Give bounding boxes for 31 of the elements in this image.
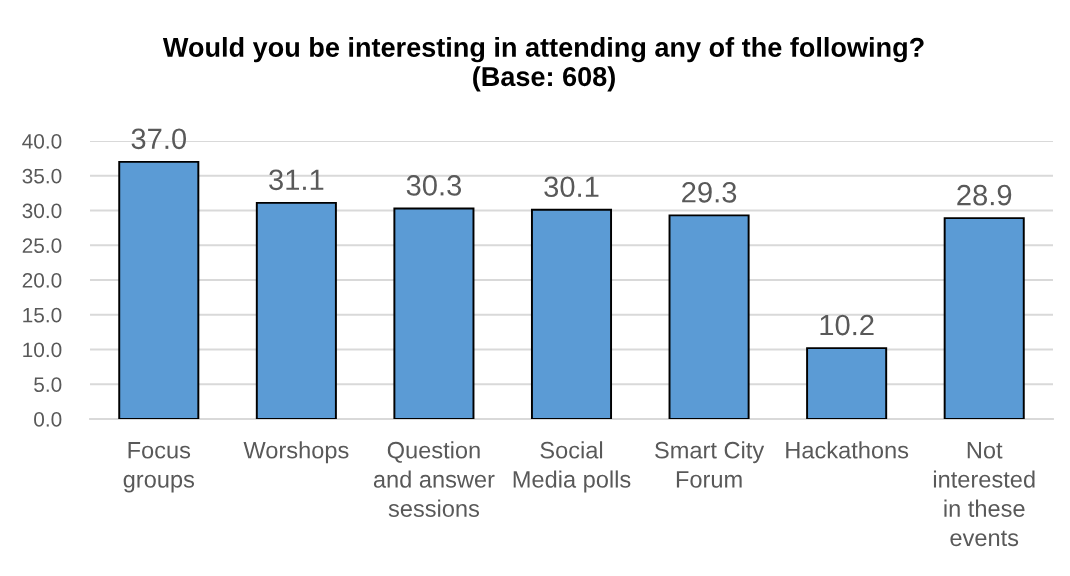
y-tick-label: 0.0 <box>34 412 62 427</box>
data-label: 31.1 <box>269 169 324 191</box>
data-label: 29.3 <box>682 182 737 203</box>
bar <box>393 207 475 419</box>
x-tick-label: Worshops <box>243 441 349 464</box>
bar <box>943 217 1025 419</box>
x-tick-label: Smart City Forum <box>655 441 765 488</box>
chart-title: Would you be interesting in attending any of the following? (Base: 608) <box>162 37 924 92</box>
y-tick-label: 35.0 <box>22 168 62 184</box>
data-label: 28.9 <box>957 184 1012 206</box>
y-tick-label: 15.0 <box>23 307 62 323</box>
x-tick-label: Focus groups <box>123 442 195 493</box>
y-tick-label: 5.0 <box>34 377 62 392</box>
x-tick-label: Social Media polls <box>513 441 631 493</box>
bar <box>118 160 200 419</box>
bar <box>255 201 337 419</box>
bar <box>668 214 750 419</box>
data-label: 30.3 <box>406 175 462 196</box>
x-tick-label: Not interested in these events <box>933 442 1035 547</box>
y-tick-label: 20.0 <box>22 273 62 288</box>
y-tick-label: 30.0 <box>22 203 62 219</box>
x-tick-label: Question and answer sessions <box>373 441 495 517</box>
y-tick-label: 10.0 <box>23 342 62 358</box>
bar <box>530 208 613 419</box>
x-tick-label: Hackathons <box>786 441 909 459</box>
y-tick-label: 25.0 <box>22 238 62 253</box>
data-label: 30.1 <box>544 176 599 198</box>
data-label: 37.0 <box>131 128 187 150</box>
bar <box>806 347 888 419</box>
y-tick-label: 40.0 <box>22 134 62 149</box>
data-label: 10.2 <box>820 314 874 336</box>
